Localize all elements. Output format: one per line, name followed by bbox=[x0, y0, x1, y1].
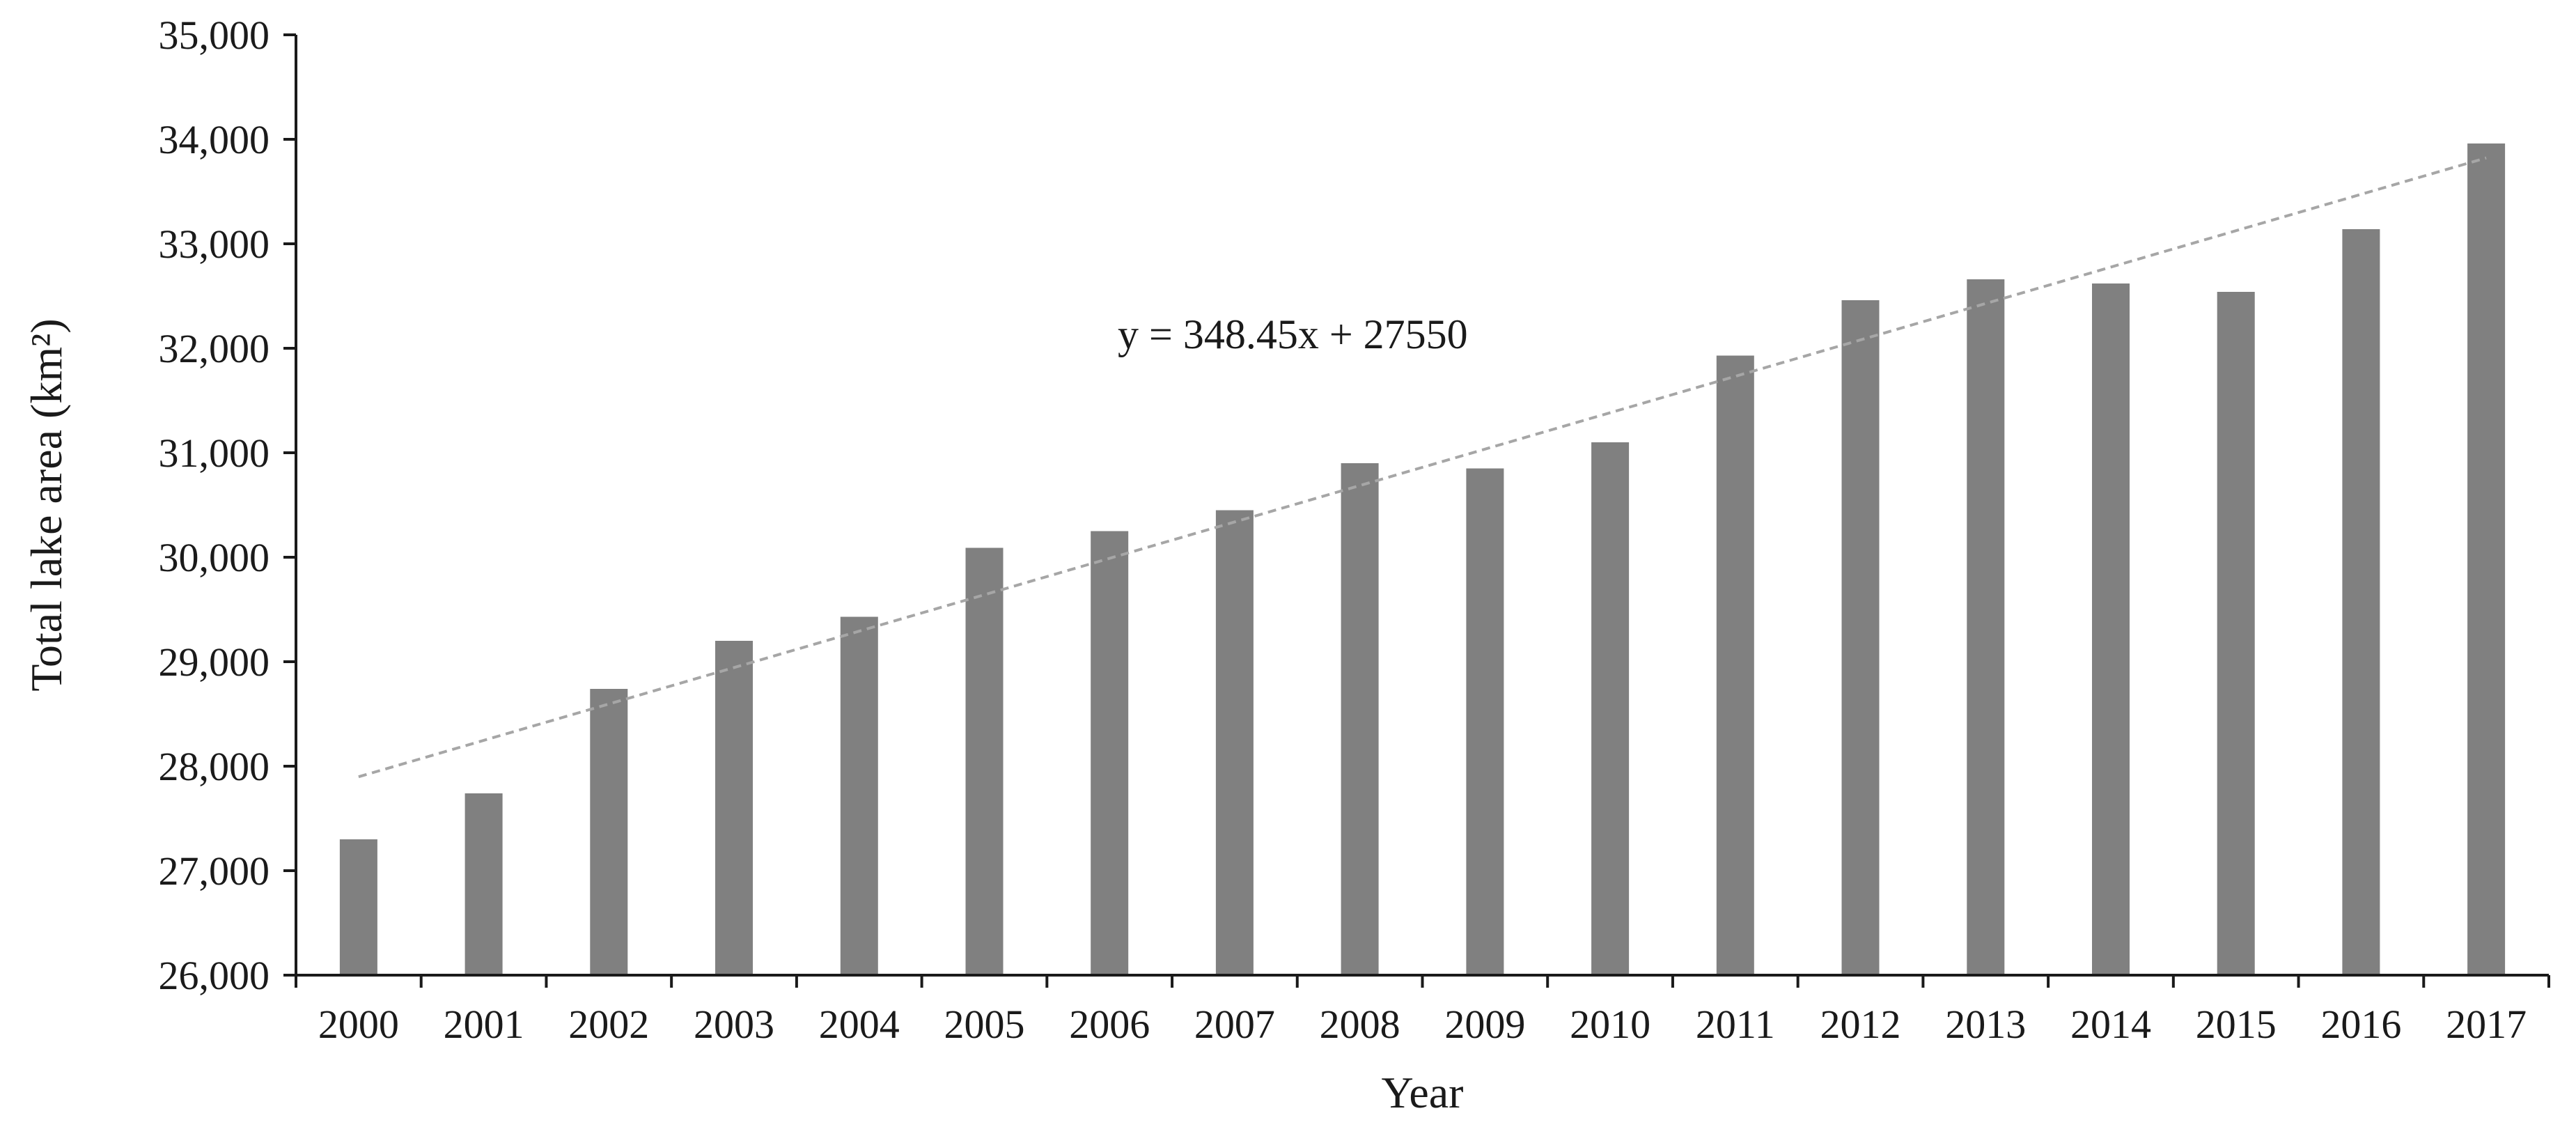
x-tick-label: 2008 bbox=[1320, 1002, 1400, 1047]
x-tick-label: 2012 bbox=[1820, 1002, 1901, 1047]
x-tick-label: 2006 bbox=[1069, 1002, 1150, 1047]
trendline bbox=[358, 156, 2487, 779]
y-tick-label: 29,000 bbox=[159, 639, 270, 685]
bar-2010 bbox=[1591, 442, 1630, 975]
bar-2004 bbox=[840, 616, 878, 975]
bar-2009 bbox=[1466, 468, 1504, 975]
bar-2015 bbox=[2217, 292, 2255, 975]
y-tick-label: 32,000 bbox=[159, 326, 270, 371]
y-tick-label: 28,000 bbox=[159, 744, 270, 789]
y-tick-label: 35,000 bbox=[159, 13, 270, 58]
x-tick-label: 2009 bbox=[1444, 1002, 1525, 1047]
x-tick-label: 2002 bbox=[568, 1002, 649, 1047]
bar-2005 bbox=[965, 547, 1004, 975]
x-tick-label: 2015 bbox=[2196, 1002, 2277, 1047]
y-axis-title: Total lake area (km²) bbox=[22, 318, 71, 691]
bar-2013 bbox=[1967, 279, 2005, 975]
x-tick-label: 2013 bbox=[1945, 1002, 2026, 1047]
x-tick-label: 2007 bbox=[1194, 1002, 1275, 1047]
x-tick-label: 2000 bbox=[318, 1002, 399, 1047]
bar-2012 bbox=[1841, 300, 1880, 975]
x-tick-label: 2003 bbox=[694, 1002, 774, 1047]
bar-2003 bbox=[715, 641, 753, 975]
x-tick-label: 2004 bbox=[819, 1002, 900, 1047]
y-tick-label: 34,000 bbox=[159, 117, 270, 162]
x-tick-label: 2016 bbox=[2320, 1002, 2401, 1047]
axes-layer: 26,000 27,000 28,000 29,000 30,000 31,000 32,0… bbox=[159, 13, 2550, 1047]
bar-2006 bbox=[1091, 531, 1129, 975]
bar-2007 bbox=[1215, 510, 1254, 975]
x-axis-title: Year bbox=[1382, 1068, 1464, 1117]
bar-2008 bbox=[1341, 463, 1379, 975]
x-tick-label: 2011 bbox=[1696, 1002, 1775, 1047]
bar-2017 bbox=[2467, 143, 2506, 975]
y-tick-label: 31,000 bbox=[159, 430, 270, 476]
bar-2011 bbox=[1716, 355, 1754, 975]
y-tick-label: 26,000 bbox=[159, 953, 270, 998]
y-tick-label: 30,000 bbox=[159, 535, 270, 580]
y-tick-label: 33,000 bbox=[159, 221, 270, 267]
bars-layer bbox=[339, 143, 2506, 975]
x-tick-label: 2017 bbox=[2446, 1002, 2527, 1047]
bar-2000 bbox=[339, 839, 377, 975]
x-tick-label: 2005 bbox=[944, 1002, 1025, 1047]
bar-2014 bbox=[2092, 283, 2130, 975]
bar-2016 bbox=[2342, 229, 2380, 975]
trendline-layer bbox=[358, 156, 2487, 779]
x-tick-label: 2001 bbox=[444, 1002, 524, 1047]
x-tick-label: 2014 bbox=[2070, 1002, 2151, 1047]
y-tick-label: 27,000 bbox=[159, 848, 270, 894]
bar-2001 bbox=[465, 793, 503, 975]
x-tick-label: 2010 bbox=[1570, 1002, 1650, 1047]
bar-2002 bbox=[590, 689, 628, 975]
trendline-equation: y = 348.45x + 27550 bbox=[1118, 311, 1468, 357]
